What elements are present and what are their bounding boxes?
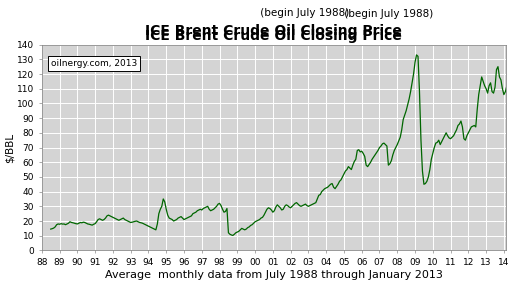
Y-axis label: $/BBL: $/BBL (4, 132, 14, 162)
Text: oilnergy.com, 2013: oilnergy.com, 2013 (51, 59, 137, 68)
X-axis label: Average  monthly data from July 1988 through January 2013: Average monthly data from July 1988 thro… (105, 270, 443, 280)
Text: (begin July 1988): (begin July 1988) (257, 8, 349, 18)
Text: (begin July 1988): (begin July 1988) (81, 9, 433, 18)
Title: ICE Brent Crude Oil Closing Price: ICE Brent Crude Oil Closing Price (145, 30, 402, 43)
Text: ICE Brent Crude Oil Closing Price: ICE Brent Crude Oil Closing Price (145, 24, 402, 38)
